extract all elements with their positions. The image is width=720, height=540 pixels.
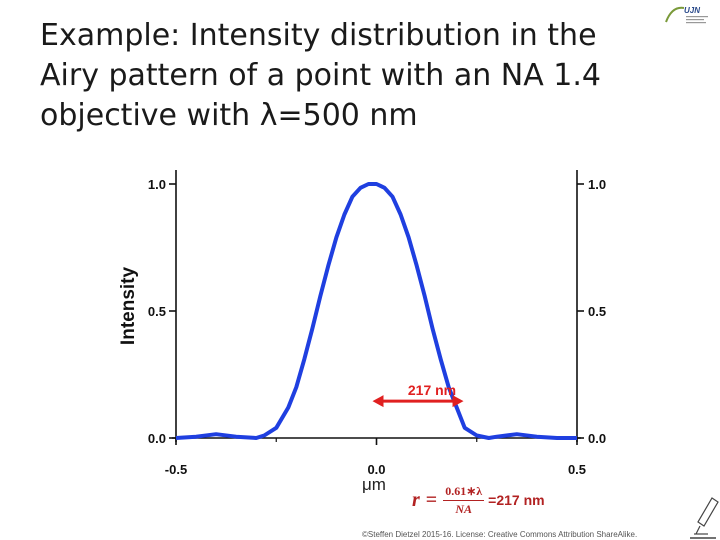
formula-result: =217 nm [488, 492, 545, 508]
formula-lhs: r [412, 488, 420, 511]
y-tick-label-right: 1.0 [588, 177, 606, 192]
airy-intensity-curve [175, 182, 577, 440]
chart-axes [169, 170, 584, 445]
x-tick-label: 0.0 [367, 462, 385, 477]
y-tick-label-left: 0.5 [148, 304, 166, 319]
title-line-3: objective with λ=500 nm [40, 98, 418, 133]
annotation: 217 nm [372, 382, 464, 408]
x-tick-label: -0.5 [165, 462, 187, 477]
y-axis-label: Intensity [118, 267, 139, 346]
y-tick-label-left: 1.0 [148, 177, 166, 192]
width-arrow-label: 217 nm [408, 382, 456, 398]
title-line-1: Example: Intensity distribution in the [40, 18, 597, 53]
slide-title: Example: Intensity distribution in the A… [40, 16, 660, 136]
width-arrow-head-left [372, 395, 384, 408]
x-tick-label: 0.5 [568, 462, 586, 477]
copyright-notice: ©Steffen Dietzel 2015-16. License: Creat… [362, 530, 638, 539]
y-tick-label-right: 0.5 [588, 304, 606, 319]
y-tick-label-left: 0.0 [148, 431, 166, 446]
radius-formula: r = 0.61∗λ NA =217 nm [412, 483, 545, 517]
formula-fraction: 0.61∗λ NA [443, 484, 485, 517]
x-axis-label: μm [362, 475, 386, 494]
institution-logo: UJN [665, 6, 708, 24]
formula-denominator: NA [455, 501, 473, 516]
formula-equals: = [425, 488, 438, 511]
title-line-2: Airy pattern of a point with an NA 1.4 [40, 58, 601, 93]
formula-numerator: 0.61∗λ [443, 484, 485, 501]
microscope-icon [690, 497, 719, 539]
tick-labels: 0.0 0.5 1.0 0.0 0.5 1.0 -0.5 0.0 0.5 [148, 177, 606, 477]
width-arrow-head-right [452, 395, 464, 408]
logo-text: UJN [684, 6, 700, 15]
y-tick-label-right: 0.0 [588, 431, 606, 446]
